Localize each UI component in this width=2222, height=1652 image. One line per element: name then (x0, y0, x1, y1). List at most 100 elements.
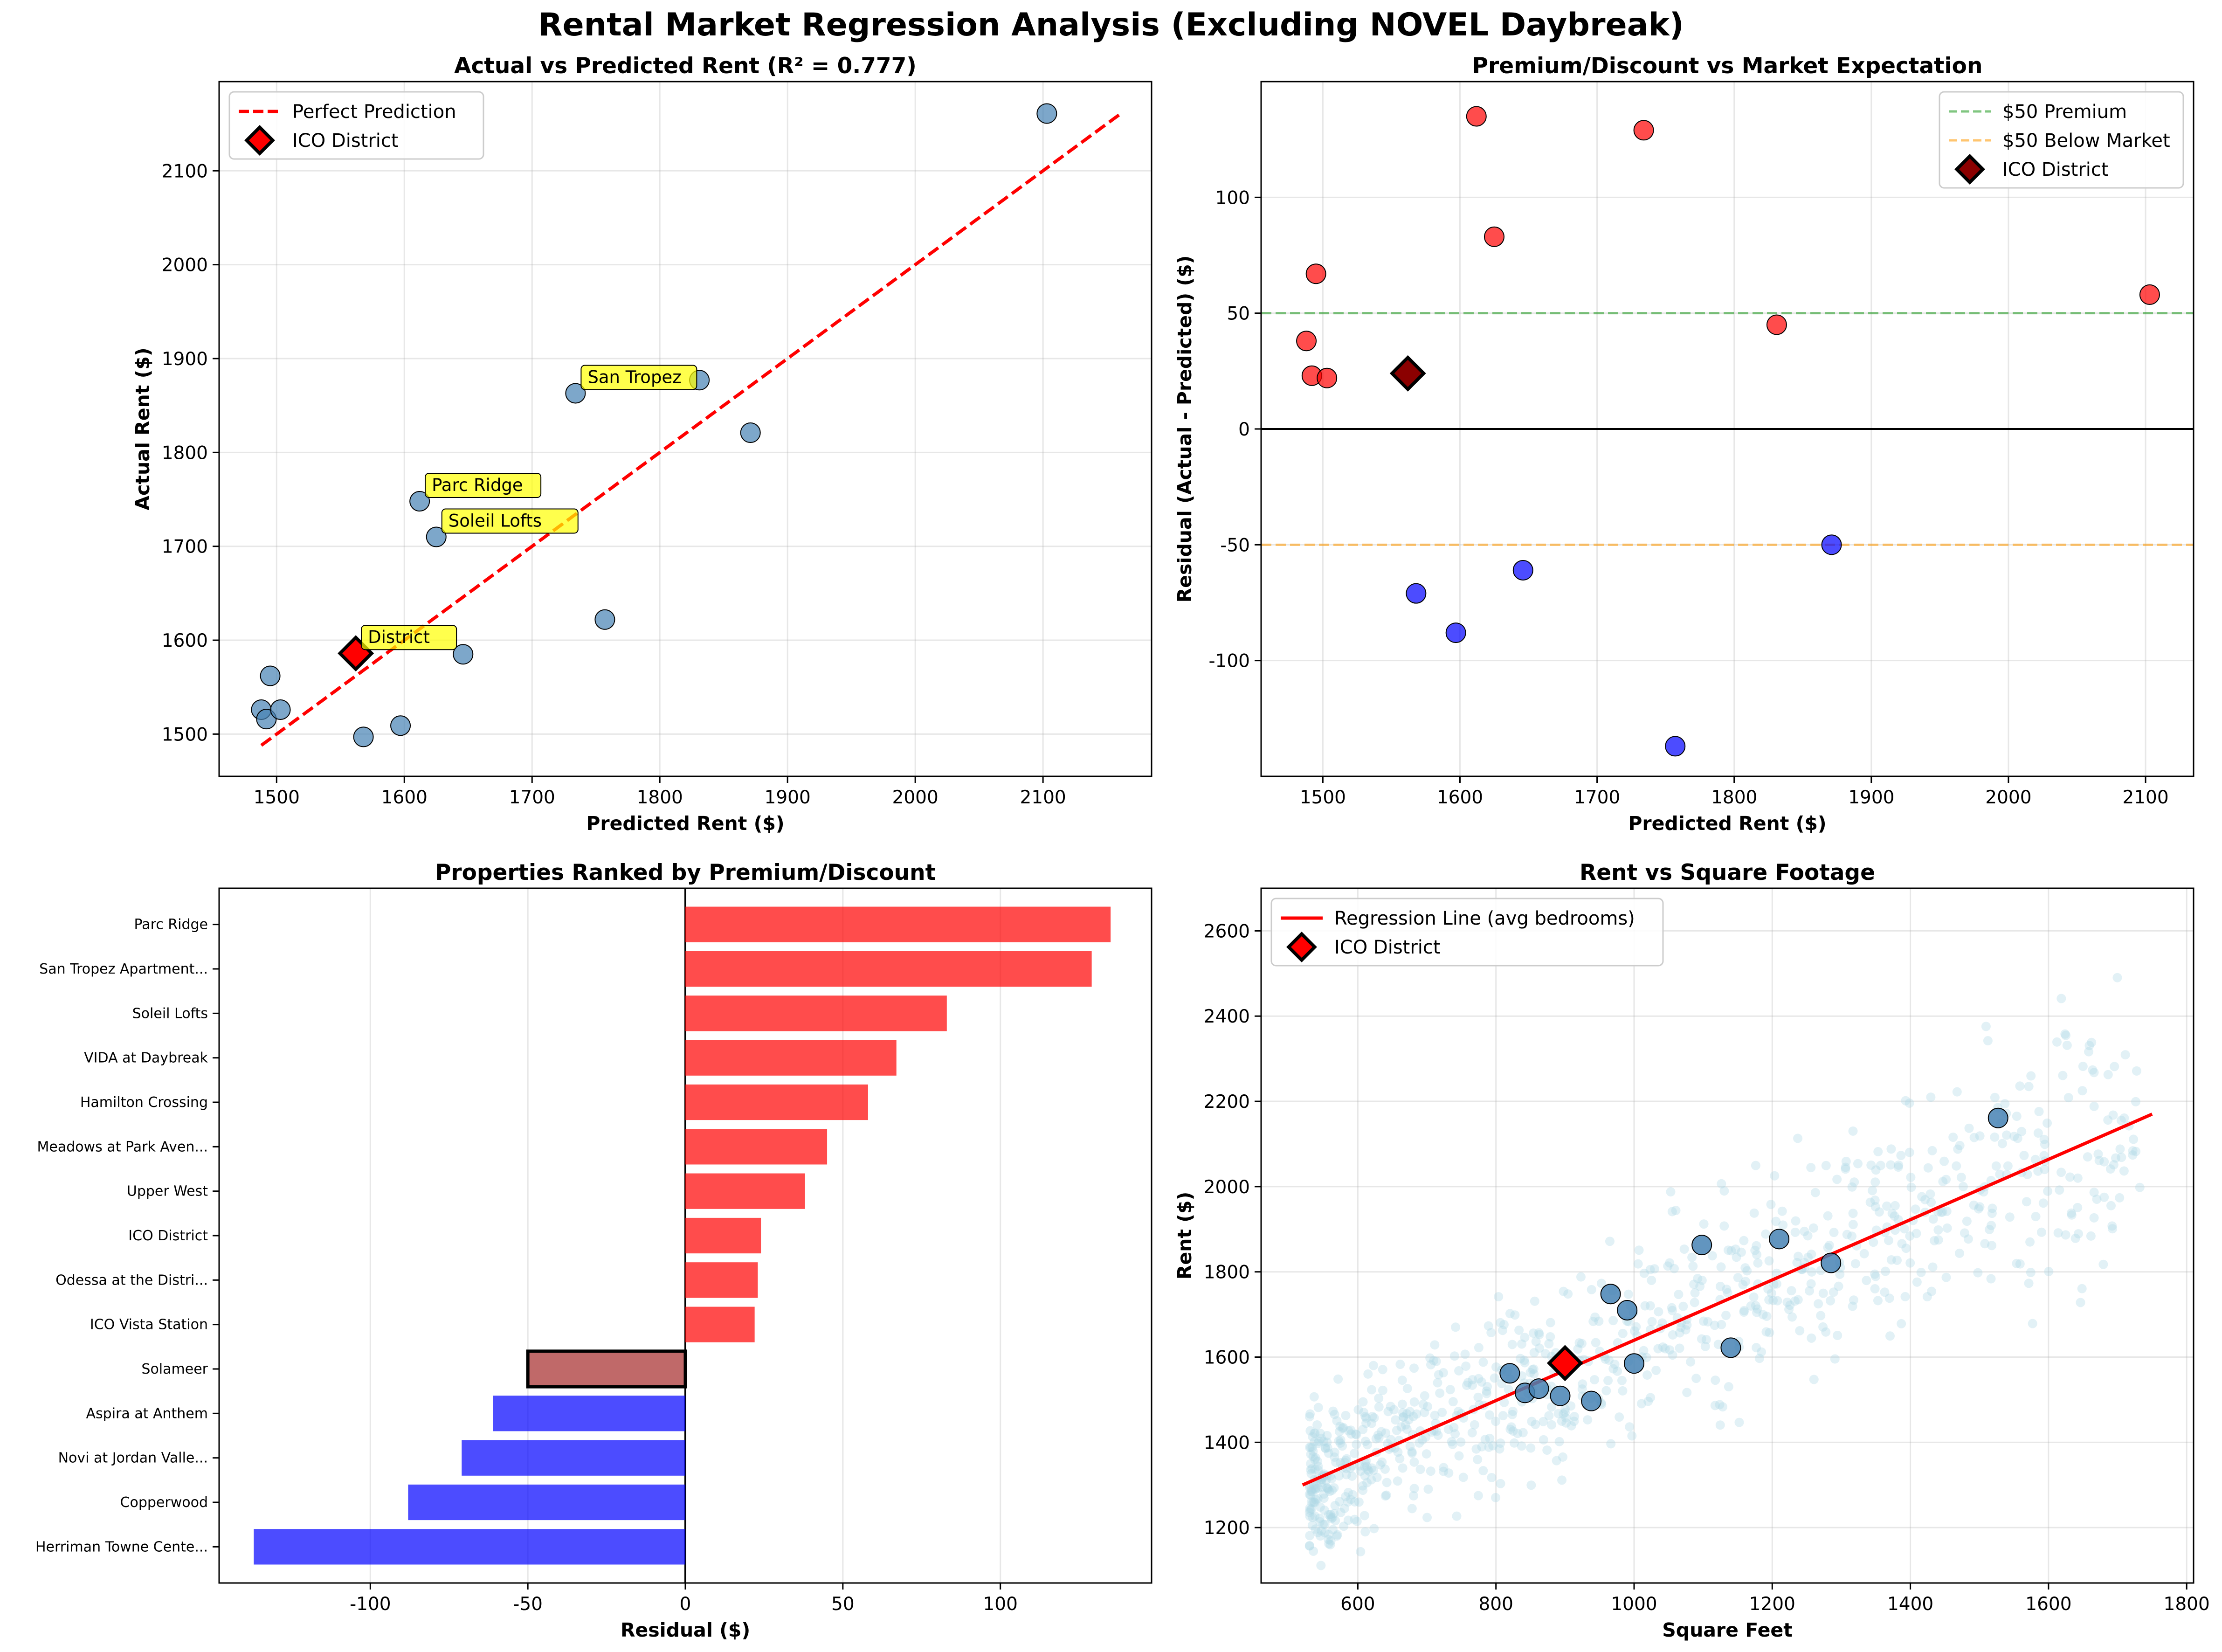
listing-dot (1474, 1374, 1484, 1383)
listing-dot (1528, 1365, 1538, 1375)
listing-dot (1790, 1296, 1800, 1306)
premium-point (1466, 106, 1487, 127)
listing-dot (1380, 1464, 1390, 1474)
listing-dot (1916, 1267, 1926, 1277)
listing-dot (2044, 1267, 2054, 1277)
annotation-label: Soleil Lofts (449, 511, 542, 531)
listing-dot (1321, 1444, 1331, 1453)
listing-dot (2061, 1230, 2070, 1240)
x-tick-label: -50 (513, 1594, 543, 1615)
listing-dot (1795, 1326, 1805, 1335)
listing-dot (1402, 1383, 1412, 1393)
property-point (1617, 1299, 1638, 1320)
listing-dot (2084, 1047, 2094, 1057)
listing-dot (1899, 1224, 1909, 1234)
listing-dot (1723, 1245, 1733, 1255)
listing-dot (2056, 994, 2066, 1003)
listing-dot (1952, 1161, 1961, 1171)
legend (1939, 91, 2184, 189)
listing-dot (1594, 1316, 1604, 1326)
x-tick-label: 1900 (1848, 787, 1894, 808)
listing-dot (2013, 1134, 2022, 1143)
listing-dot (1987, 1241, 1997, 1251)
listing-dot (1529, 1369, 1539, 1379)
listing-dot (2053, 1228, 2063, 1238)
listing-dot (1405, 1407, 1415, 1417)
bar (462, 1440, 685, 1476)
listing-dot (1561, 1413, 1571, 1423)
y-tick-label: -50 (1220, 535, 1250, 556)
listing-dot (1647, 1317, 1657, 1327)
listing-dot (1496, 1479, 1505, 1488)
listing-dot (1997, 1139, 2007, 1148)
listing-dot (1392, 1425, 1401, 1435)
ico-district-marker (1389, 355, 1426, 392)
property-point (1987, 1107, 2008, 1128)
listing-dot (1954, 1248, 1964, 1258)
listing-dot (1310, 1498, 1320, 1507)
category-label: Novi at Jordan Valle... (58, 1450, 208, 1466)
listing-dot (1348, 1490, 1358, 1500)
listing-dot (1767, 1288, 1776, 1298)
listing-dot (1499, 1320, 1509, 1329)
listing-dot (1307, 1487, 1317, 1497)
listing-dot (1491, 1493, 1501, 1502)
listing-dot (1751, 1161, 1760, 1170)
listing-dot (1884, 1293, 1894, 1303)
listing-dot (1552, 1456, 1561, 1465)
listing-dot (1437, 1408, 1447, 1417)
listing-dot (1987, 1209, 1997, 1218)
listing-dot (2116, 1115, 2126, 1125)
listing-dot (1726, 1246, 1736, 1256)
listing-dot (1886, 1255, 1896, 1265)
listing-dot (1514, 1325, 1524, 1335)
x-tick-label: 1700 (1574, 787, 1620, 808)
listing-dot (1434, 1370, 1443, 1380)
listing-dot (1389, 1405, 1399, 1415)
discount-point (1665, 736, 1686, 757)
listing-dot (1343, 1497, 1353, 1507)
listing-dot (1362, 1462, 1372, 1472)
listing-dot (1322, 1438, 1332, 1447)
listing-dot (1505, 1424, 1515, 1434)
listing-dot (1926, 1092, 1936, 1102)
listing-dot (1452, 1511, 1462, 1521)
property-point (1499, 1363, 1520, 1384)
listing-dot (1938, 1207, 1947, 1217)
listing-dot (2038, 1198, 2048, 1208)
listing-dot (1430, 1410, 1440, 1420)
listing-dot (1490, 1373, 1499, 1383)
listing-dot (2030, 1154, 2040, 1164)
listing-dot (1850, 1259, 1860, 1269)
listing-dot (1990, 1132, 2000, 1142)
listing-dot (1328, 1513, 1338, 1522)
listing-dot (1313, 1483, 1323, 1493)
listing-dot (1715, 1420, 1725, 1430)
listing-dot (1426, 1466, 1435, 1476)
listing-dot (1530, 1296, 1539, 1306)
listing-dot (1928, 1214, 1938, 1224)
listing-dot (1321, 1475, 1331, 1485)
listing-dot (2024, 1082, 2034, 1092)
listing-dot (1402, 1409, 1412, 1419)
category-label: San Tropez Apartment... (39, 961, 208, 977)
listing-dot (1697, 1275, 1707, 1285)
listing-dot (1668, 1350, 1677, 1360)
listing-dot (1484, 1321, 1493, 1331)
listing-dot (1764, 1256, 1774, 1266)
listing-dot (1803, 1252, 1813, 1262)
listing-dot (1491, 1417, 1501, 1426)
listing-dot (2003, 1161, 2013, 1171)
listing-dot (1596, 1279, 1606, 1288)
listing-dot (1529, 1364, 1539, 1374)
listing-dot (1629, 1326, 1639, 1336)
listing-dot (1305, 1443, 1315, 1452)
listing-dot (1583, 1415, 1593, 1425)
listing-dot (1425, 1353, 1435, 1363)
listing-dot (2043, 1186, 2053, 1196)
listing-dot (1319, 1505, 1329, 1515)
listing-dot (2077, 1086, 2087, 1096)
listing-dot (1554, 1437, 1564, 1446)
listing-dot (1484, 1442, 1494, 1452)
listing-dot (1546, 1332, 1555, 1341)
